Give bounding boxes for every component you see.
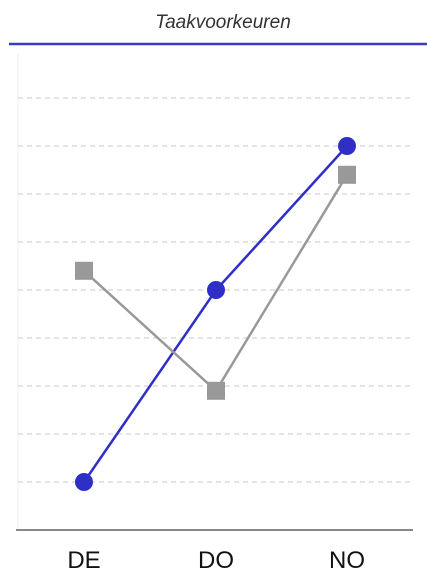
- x-tick-label-de: DE: [67, 547, 100, 574]
- series-2: [75, 165, 356, 400]
- series-2-point-de: [75, 261, 93, 280]
- series-2-point-no: [338, 165, 356, 184]
- series-1-point-de: [75, 473, 93, 491]
- x-tick-label-do: DO: [198, 547, 234, 574]
- series-1-point-no: [338, 137, 356, 155]
- series-1-point-do: [207, 281, 225, 299]
- x-tick-label-no: NO: [329, 547, 365, 574]
- series-2-point-do: [207, 381, 225, 400]
- series-1: [75, 137, 356, 491]
- x-axis-ticks: DE DO NO: [67, 547, 365, 574]
- series-1-line: [82, 145, 348, 483]
- chart-title: Taakvoorkeuren: [155, 12, 291, 33]
- series-layer: [75, 137, 356, 491]
